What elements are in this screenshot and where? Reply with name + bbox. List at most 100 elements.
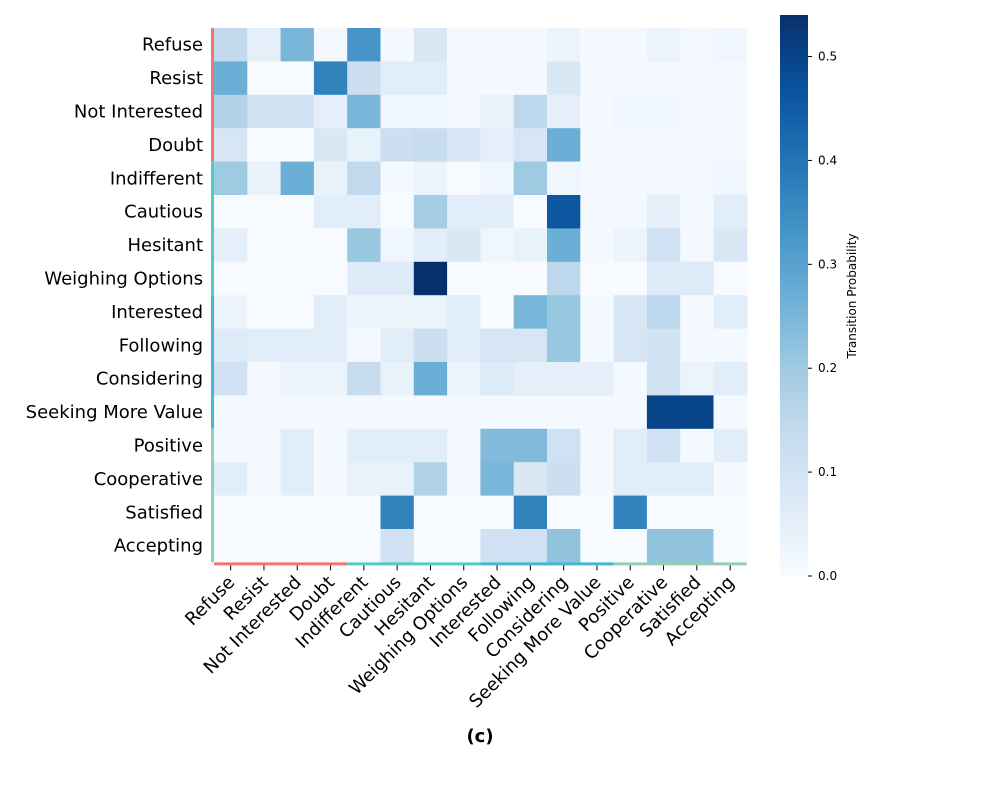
heatmap-cell [380,94,415,129]
heatmap-cell [447,61,481,96]
heatmap-cell [480,195,515,229]
heatmap-cell [680,362,715,396]
heatmap-cell [713,61,748,96]
heatmap-cells [214,28,748,563]
heatmap-cell [413,61,448,96]
row-group-bar [211,428,214,563]
heatmap-cell [646,295,681,330]
heatmap-cell [214,395,248,430]
heatmap-cell [613,261,648,296]
heatmap-cell [513,295,548,330]
heatmap-cell [413,462,448,497]
heatmap-cell [613,462,648,497]
heatmap-cell [680,462,715,497]
heatmap-cell [413,228,448,263]
heatmap-cell [580,328,615,363]
heatmap-cell [280,529,315,563]
row-label: Indifferent [110,168,203,189]
heatmap-cell [680,195,715,229]
colorbar-ticks: 0.0 0.1 0.2 0.3 0.4 0.5 [808,50,837,583]
row-label: Weighing Options [44,269,203,290]
heatmap-cell [280,362,315,396]
row-label: Satisfied [125,502,203,523]
row-group-bar [211,28,214,162]
heatmap-cell [313,462,348,497]
heatmap-cell [580,362,615,396]
heatmap-cell [447,328,481,363]
heatmap-cell [347,128,382,163]
heatmap-cell [380,228,415,263]
heatmap-cell [547,161,581,196]
heatmap-cell [547,261,581,296]
chart-caption: (c) [466,726,493,747]
heatmap-cell [347,395,382,430]
row-label: Cautious [124,202,203,223]
heatmap-cell [447,529,481,563]
row-group-bar [211,295,214,429]
heatmap-cell [447,128,481,163]
colorbar-tick-label: 0.3 [818,257,837,271]
heatmap-cell [613,495,648,530]
heatmap-cell [580,395,615,430]
heatmap-cell [547,428,581,463]
heatmap-cell [713,28,748,62]
heatmap-cell [580,94,615,129]
heatmap-cell [680,261,715,296]
heatmap-cell [214,261,248,296]
column-group-bar [613,562,747,566]
heatmap-cell [413,362,448,396]
heatmap-cell [380,428,415,463]
heatmap-cell [313,261,348,296]
heatmap-cell [646,195,681,229]
heatmap-cell [247,94,282,129]
row-label: Doubt [148,135,203,156]
heatmap-cell [513,161,548,196]
heatmap-cell [313,128,348,163]
heatmap-cell [646,395,681,430]
colorbar-tick-label: 0.5 [818,50,837,64]
heatmap-cell [513,462,548,497]
heatmap-cell [680,428,715,463]
heatmap-cell [646,362,681,396]
heatmap-cell [480,362,515,396]
heatmap-cell [313,295,348,330]
heatmap-cell [280,228,315,263]
colorbar-gradient [780,15,808,576]
heatmap-cell [280,295,315,330]
heatmap-cell [613,228,648,263]
heatmap-cell [480,529,515,563]
heatmap-cell [280,428,315,463]
heatmap-cell [347,94,382,129]
heatmap-cell [480,495,515,530]
heatmap-cell [580,295,615,330]
heatmap-cell [313,428,348,463]
heatmap-cell [313,495,348,530]
heatmap-cell [580,228,615,263]
heatmap-cell [547,128,581,163]
heatmap-cell [580,529,615,563]
heatmap-cell [613,428,648,463]
heatmap-cell [313,195,348,229]
heatmap-cell [713,261,748,296]
heatmap-cell [613,28,648,62]
heatmap-cell [347,161,382,196]
heatmap-cell [580,128,615,163]
heatmap-cell [247,495,282,530]
heatmap-cell [513,195,548,229]
heatmap-cell [580,61,615,96]
heatmap-cell [480,128,515,163]
heatmap-cell [513,261,548,296]
heatmap-cell [713,94,748,129]
heatmap-cell [214,328,248,363]
heatmap-cell [247,529,282,563]
heatmap-cell [247,28,282,62]
row-label: Refuse [142,35,203,56]
heatmap-cell [413,261,448,296]
heatmap-cell [513,94,548,129]
heatmap-cell [380,28,415,62]
heatmap-cell [247,128,282,163]
heatmap-cell [713,228,748,263]
heatmap-cell [214,61,248,96]
colorbar-tick-label: 0.4 [818,153,837,167]
